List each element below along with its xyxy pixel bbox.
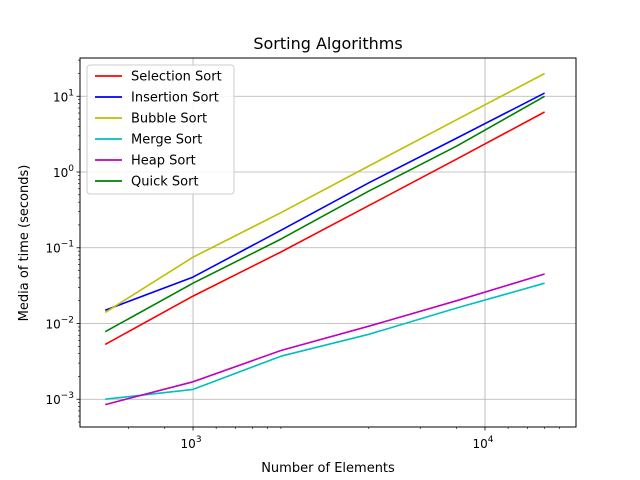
legend-label: Quick Sort <box>131 175 199 190</box>
series-line-selection-sort <box>104 111 545 346</box>
y-tick-label: 10−1 <box>45 240 74 256</box>
legend-label: Merge Sort <box>131 133 202 148</box>
series-line-quick-sort <box>104 95 545 333</box>
chart-title: Sorting Algorithms <box>253 34 402 53</box>
y-tick-label: 101 <box>53 88 74 104</box>
legend-box <box>86 64 235 195</box>
series-line-insertion-sort <box>104 92 545 311</box>
axis-ticks: 103 104 10−3 10−2 10−1 100 101 <box>45 59 560 451</box>
x-tick-label: 104 <box>472 435 493 451</box>
series-lines <box>104 72 545 406</box>
series-line-merge-sort <box>105 282 545 400</box>
y-tick-label: 100 <box>53 164 74 180</box>
series-line-bubble-sort <box>104 72 545 314</box>
legend-label: Insertion Sort <box>131 91 219 106</box>
legend-label: Selection Sort <box>131 70 222 85</box>
legend-label: Bubble Sort <box>131 112 207 127</box>
legend: Selection Sort Insertion Sort Bubble Sort M… <box>86 64 235 195</box>
legend-label: Heap Sort <box>131 154 196 169</box>
y-tick-label: 10−3 <box>45 391 74 407</box>
plot-frame <box>79 57 577 428</box>
x-tick-label: 103 <box>181 435 202 451</box>
y-tick-label: 10−2 <box>45 315 74 331</box>
y-axis-label: Media of time (seconds) <box>17 165 32 322</box>
x-axis-label: Number of Elements <box>261 461 395 476</box>
series-line-heap-sort <box>104 273 545 406</box>
